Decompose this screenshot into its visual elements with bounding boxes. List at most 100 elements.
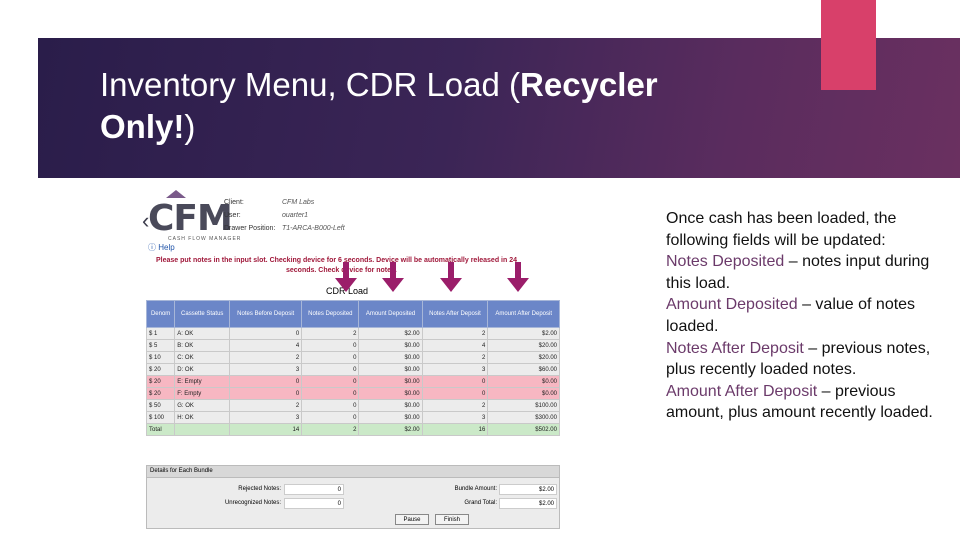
cell-after: 4 [421,339,489,352]
bundle-details: Details for Each Bundle Rejected Notes: … [146,465,560,529]
cell-after: 3 [421,363,489,376]
cell-denom: $ 100 [145,411,176,424]
bundle-details-header: Details for Each Bundle [147,466,559,478]
rejected-label: Rejected Notes: [238,486,281,492]
info-value: ouarter1 [282,212,309,219]
description-item: Notes After Deposit – previous notes, pl… [666,338,946,381]
cell-denom: $ 1 [145,327,176,340]
table-row: $ 100 H: OK 3 0 $0.00 3 $300.00 [145,411,560,424]
field-description: Once cash has been loaded, the following… [666,208,946,424]
column-header: Denom [145,300,176,328]
info-value: T1-ARCA-B000-Left [282,225,345,232]
cell-before: 3 [229,411,303,424]
table-row: $ 50 G: OK 2 0 $0.00 2 $100.00 [145,399,560,412]
column-header: Notes Before Deposit [229,300,303,328]
cell-deposited: 0 [301,375,360,388]
cell-amount-after: $20.00 [487,351,560,364]
cell-denom: $ 20 [145,387,176,400]
cell-amount: $0.00 [358,387,423,400]
column-header: Notes After Deposit [421,300,489,328]
table-row: $ 1 A: OK 0 2 $2.00 2 $2.00 [145,327,560,340]
cell-deposited: 2 [301,327,360,340]
accent-block [821,0,876,90]
cell-amount-after: $60.00 [487,363,560,376]
description-term: Amount After Deposit [666,382,818,400]
cell-amount: $0.00 [358,399,423,412]
cell-before: 0 [229,327,303,340]
info-label: User: [224,212,241,219]
cell-before: 0 [229,387,303,400]
finish-button[interactable]: Finish [435,514,469,525]
description-term: Amount Deposited [666,296,798,314]
cell-amount-after: $2.00 [487,327,560,340]
cell-before: 0 [229,375,303,388]
cell-deposited: 0 [301,339,360,352]
logo-tagline: CASH FLOW MANAGER [168,236,242,242]
help-label[interactable]: Help [158,243,175,252]
bundle-amount-label: Bundle Amount: [454,486,497,492]
cell-status: F: Empty [174,387,231,400]
cell-deposited: 2 [301,423,360,436]
cell-denom: Total [145,423,176,436]
column-header: Amount After Deposit [487,300,560,328]
description-text: – previous amount, plus amount recently … [666,382,933,422]
cell-denom: $ 20 [145,375,176,388]
cell-deposited: 0 [301,351,360,364]
cell-amount: $0.00 [358,375,423,388]
session-info: Client: CFM Labs User: ouarter1 Drawer Posit… [224,196,345,235]
table-row: Total 14 2 $2.00 16 $502.00 [145,423,560,436]
info-label: Drawer Position: [224,225,276,232]
status-message: Please put notes in the input slot. Chec… [156,256,556,276]
description-text: – value of notes loaded. [666,296,916,335]
cell-denom: $ 10 [145,351,176,364]
info-label: Client: [224,199,244,206]
description-term: Notes Deposited [666,253,785,271]
slide-title: Inventory Menu, CDR Load (Recycler Only!… [100,64,800,148]
info-row: Drawer Position: T1-ARCA-B000-Left [224,222,345,235]
description-item: Amount Deposited – value of notes loaded… [666,294,946,337]
cell-denom: $ 5 [145,339,176,352]
cell-amount-after: $502.00 [487,423,560,436]
title-part-2: ) [184,108,196,145]
cell-status: D: OK [174,363,231,376]
description-item: Amount After Deposit – previous amount, … [666,381,946,424]
title-bold-2: Only! [100,108,185,145]
cell-amount-after: $100.00 [487,399,560,412]
cell-after: 2 [421,327,489,340]
cell-after: 3 [421,411,489,424]
cell-status: C: OK [174,351,231,364]
description-item: Notes Deposited – notes input during thi… [666,251,946,294]
info-row: Client: CFM Labs [224,196,345,209]
description-intro: Once cash has been loaded, the following… [666,210,897,249]
info-value: CFM Labs [282,199,315,206]
logo-text: CFM [148,198,233,239]
cell-after: 16 [421,423,489,436]
cell-denom: $ 50 [145,399,176,412]
column-header: Notes Deposited [301,300,360,328]
description-text: – previous notes, plus recently loaded n… [666,339,931,379]
cell-status: A: OK [174,327,231,340]
cell-deposited: 0 [301,387,360,400]
table-row: $ 20 D: OK 3 0 $0.00 3 $60.00 [145,363,560,376]
cell-after: 0 [421,375,489,388]
arrow-notes-deposited [335,262,357,292]
cell-before: 14 [229,423,303,436]
cell-before: 3 [229,363,303,376]
pause-button[interactable]: Pause [395,514,429,525]
table-header-row: Denom Cassette Status Notes Before Deposit… [145,300,560,328]
cell-deposited: 0 [301,399,360,412]
cfm-screenshot: ‹ CFM CASH FLOW MANAGER Client: CFM Labs U… [142,190,562,530]
help-link[interactable]: ⓘ Help [148,243,175,252]
title-bold-1: Recycler [520,66,658,103]
cell-amount: $0.00 [358,351,423,364]
grand-total-value: $2.00 [499,498,557,509]
cell-amount-after: $20.00 [487,339,560,352]
unrecognized-value: 0 [284,498,344,509]
description-term: Notes After Deposit [666,339,804,357]
cell-denom: $ 20 [145,363,176,376]
cell-amount: $2.00 [358,327,423,340]
cell-status [174,423,231,436]
cell-status: E: Empty [174,375,231,388]
cell-after: 2 [421,351,489,364]
cell-after: 0 [421,387,489,400]
